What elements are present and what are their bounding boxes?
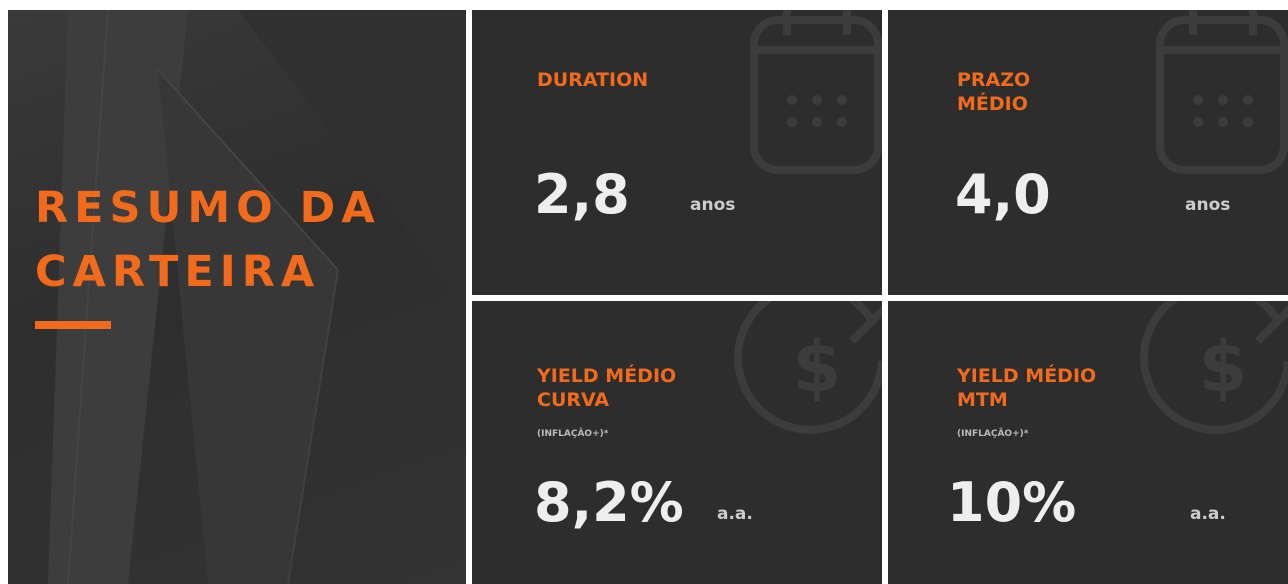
accent-bar [35, 321, 111, 329]
title-line: RESUMO DA [35, 176, 381, 240]
svg-text:$: $ [793, 326, 842, 408]
label-line: CURVA [537, 388, 676, 412]
label-line: YIELD MÉDIO [537, 364, 676, 388]
dollar-icon: $ [1138, 301, 1288, 481]
calendar-icon [1138, 10, 1288, 210]
metric-value: 4,0 [955, 165, 1051, 225]
label-line: YIELD MÉDIO [957, 364, 1096, 388]
dollar-icon: $ [732, 301, 882, 481]
metric-card: DURATION 2,8 anos [472, 10, 882, 295]
title-line: CARTEIRA [35, 240, 381, 304]
texture [158, 70, 338, 584]
label-line: DURATION [537, 68, 648, 92]
label-line: MÉDIO [957, 92, 1030, 116]
label-line: PRAZO [957, 68, 1030, 92]
slide-title: RESUMO DA CARTEIRA [35, 176, 381, 304]
metric-note: (INFLAÇÃO+)* [957, 429, 1028, 439]
metric-value: 10% [947, 473, 1076, 533]
label-line: MTM [957, 388, 1096, 412]
svg-text:$: $ [1199, 326, 1248, 408]
metric-unit: anos [690, 195, 735, 215]
metric-unit: a.a. [717, 504, 753, 524]
calendar-icon [732, 10, 882, 210]
page: RESUMO DA CARTEIRA (() => { const data =… [0, 0, 1288, 584]
metric-value: 8,2% [534, 473, 684, 533]
metric-label: DURATION [537, 68, 648, 92]
metric-unit: a.a. [1190, 504, 1226, 524]
metric-unit: anos [1185, 195, 1230, 215]
metric-value: 2,8 [534, 165, 630, 225]
cover-panel: RESUMO DA CARTEIRA [8, 10, 466, 584]
metric-note: (INFLAÇÃO+)* [537, 429, 608, 439]
